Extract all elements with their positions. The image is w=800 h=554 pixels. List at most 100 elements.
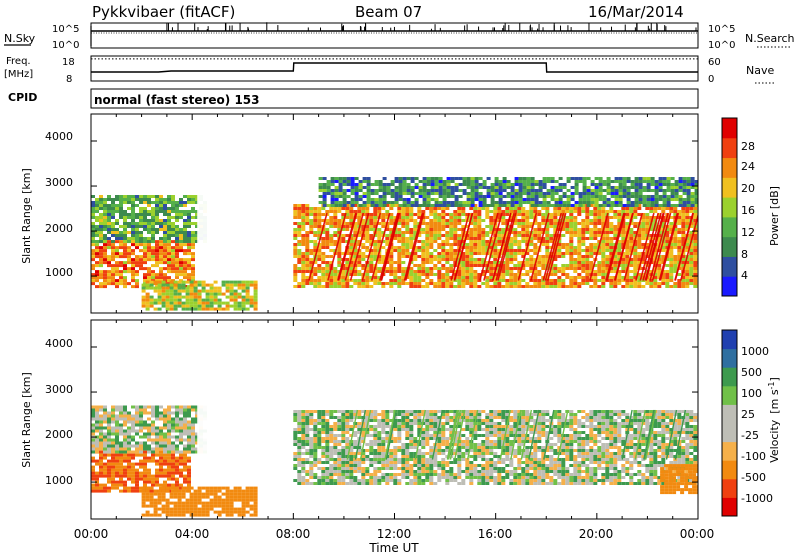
data-cell bbox=[513, 219, 518, 222]
data-cell bbox=[457, 207, 462, 210]
data-cell bbox=[155, 261, 159, 265]
data-cell bbox=[509, 216, 514, 219]
data-cell bbox=[123, 270, 127, 274]
data-cell bbox=[406, 204, 411, 207]
data-cell bbox=[598, 186, 603, 189]
data-cell bbox=[293, 276, 298, 279]
data-cell bbox=[477, 261, 482, 264]
data-cell bbox=[131, 471, 135, 475]
data-cell bbox=[305, 249, 310, 252]
data-cell bbox=[489, 261, 494, 264]
data-cell bbox=[398, 195, 403, 198]
data-cell bbox=[593, 231, 598, 234]
data-cell bbox=[553, 267, 558, 270]
data-cell bbox=[633, 273, 638, 276]
data-cell bbox=[370, 201, 375, 204]
data-cell bbox=[601, 270, 606, 273]
data-cell bbox=[689, 282, 694, 285]
data-cell bbox=[179, 237, 183, 240]
data-cell bbox=[625, 285, 630, 288]
data-cell bbox=[525, 285, 530, 288]
power-streak bbox=[327, 212, 347, 281]
data-cell bbox=[357, 231, 362, 234]
data-cell bbox=[513, 282, 518, 285]
data-cell bbox=[450, 177, 455, 180]
data-cell bbox=[682, 192, 687, 195]
data-cell bbox=[115, 426, 119, 430]
data-cell bbox=[167, 414, 171, 418]
data-cell bbox=[654, 189, 659, 192]
data-cell bbox=[577, 285, 582, 288]
data-cell bbox=[393, 276, 398, 279]
data-cell bbox=[518, 183, 523, 186]
data-cell bbox=[494, 192, 499, 195]
data-cell bbox=[155, 459, 159, 463]
data-cell bbox=[131, 207, 135, 210]
data-cell bbox=[669, 231, 674, 234]
data-cell bbox=[119, 474, 123, 478]
data-cell bbox=[613, 231, 618, 234]
data-cell bbox=[115, 456, 119, 460]
data-cell bbox=[509, 279, 514, 282]
data-cell bbox=[175, 276, 179, 280]
data-cell bbox=[653, 252, 658, 255]
data-cell bbox=[541, 264, 546, 267]
data-cell bbox=[354, 201, 359, 204]
data-cell bbox=[329, 270, 334, 273]
data-cell bbox=[183, 201, 187, 204]
data-cell bbox=[151, 219, 155, 222]
data-cell bbox=[521, 222, 526, 225]
data-cell bbox=[185, 292, 190, 296]
data-cell bbox=[646, 180, 651, 183]
data-cell bbox=[115, 480, 119, 484]
data-cell bbox=[297, 473, 302, 476]
data-cell bbox=[165, 295, 170, 299]
data-cell bbox=[509, 246, 514, 249]
data-cell bbox=[301, 228, 306, 231]
data-cell bbox=[127, 468, 131, 472]
data-cell bbox=[159, 222, 163, 225]
data-cell bbox=[622, 192, 627, 195]
data-cell bbox=[91, 444, 95, 448]
data-cell bbox=[95, 417, 99, 421]
data-cell bbox=[601, 216, 606, 219]
data-cell bbox=[421, 279, 426, 282]
data-cell bbox=[141, 301, 146, 305]
data-cell bbox=[510, 201, 515, 204]
data-cell bbox=[582, 195, 587, 198]
data-cell bbox=[438, 183, 443, 186]
data-cell bbox=[442, 186, 447, 189]
data-cell bbox=[673, 246, 678, 249]
data-cell bbox=[669, 249, 674, 252]
data-cell bbox=[630, 195, 635, 198]
data-cell bbox=[533, 228, 538, 231]
data-cell bbox=[689, 276, 694, 279]
data-cell bbox=[221, 307, 226, 311]
data-cell bbox=[569, 213, 574, 216]
data-cell bbox=[473, 213, 478, 216]
power-streak bbox=[404, 212, 425, 281]
data-cell bbox=[513, 237, 518, 240]
data-cell bbox=[345, 207, 350, 210]
data-cell bbox=[161, 292, 166, 296]
data-cell bbox=[305, 237, 310, 240]
data-cell bbox=[402, 204, 407, 207]
data-cell bbox=[517, 270, 522, 273]
data-cell bbox=[590, 195, 595, 198]
data-cell bbox=[657, 240, 662, 243]
data-cell bbox=[453, 243, 458, 246]
data-cell bbox=[361, 255, 366, 258]
data-cell bbox=[139, 264, 143, 268]
data-cell bbox=[309, 279, 314, 282]
data-cell bbox=[163, 267, 167, 271]
data-cell bbox=[119, 462, 123, 466]
data-cell bbox=[401, 246, 406, 249]
data-cell bbox=[155, 441, 159, 445]
data-cell bbox=[187, 411, 191, 415]
data-cell bbox=[561, 264, 566, 267]
data-cell bbox=[253, 295, 258, 299]
data-cell bbox=[345, 222, 350, 225]
data-cell bbox=[195, 447, 199, 451]
data-cell bbox=[197, 292, 202, 296]
data-cell bbox=[466, 192, 471, 195]
